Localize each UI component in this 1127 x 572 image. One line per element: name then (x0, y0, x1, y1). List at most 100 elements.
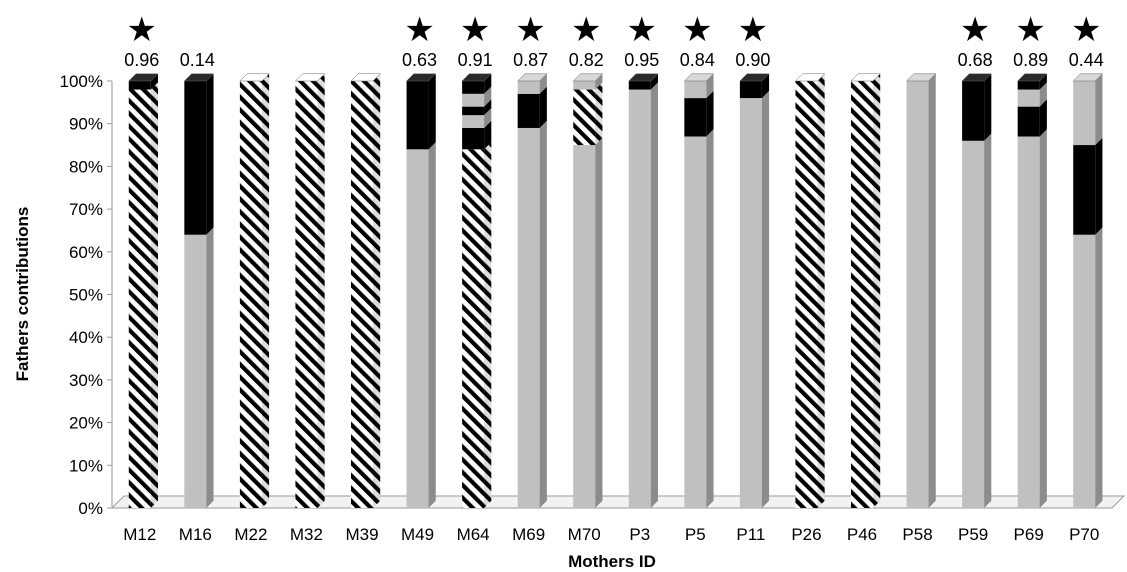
y-tick-label: 10% (69, 456, 103, 475)
bar-segment-black (462, 120, 492, 150)
bar-segment-front (462, 93, 485, 107)
y-tick-label: 30% (69, 371, 103, 390)
bar-segment-black (684, 90, 714, 137)
bar-segment-front (184, 81, 207, 235)
bar-segment-front (239, 81, 262, 508)
bar-segment-front (573, 145, 596, 509)
bar-segment-front (128, 89, 151, 508)
bar-segment-front (1073, 81, 1096, 146)
bar-segment-hatched (128, 82, 158, 508)
bar-segment-front (739, 98, 762, 508)
bar-segment-side (761, 90, 770, 508)
bar-segment-side (706, 90, 714, 137)
bar-segment-hatched (462, 142, 492, 508)
star-icon: ★ (460, 11, 490, 49)
bar-segment-side (539, 120, 547, 509)
bar-segment-front (573, 81, 596, 90)
bar-segment-grey (1017, 82, 1047, 107)
bar-segment-side (650, 73, 658, 90)
x-tick-label: P5 (685, 525, 706, 544)
x-tick-label: M69 (512, 525, 545, 544)
y-axis-title: Fathers contributions (13, 207, 32, 382)
x-tick-label: P69 (1014, 525, 1044, 544)
bar-segment-hatched (850, 73, 881, 509)
y-tick-label: 80% (69, 157, 103, 176)
bar-segment-black (461, 73, 492, 94)
bar-top-face (794, 73, 826, 82)
star-icon: ★ (1071, 11, 1101, 49)
data-label: 0.90 (735, 50, 770, 70)
data-label: 0.87 (513, 50, 548, 70)
bar-top-face (461, 73, 492, 82)
bar-segment-black (1017, 73, 1048, 90)
bar-M12 (128, 73, 159, 508)
bar-segment-grey (962, 133, 992, 508)
y-tick-label: 90% (69, 115, 103, 134)
data-label: 0.91 (458, 50, 493, 70)
bar-segment-side (984, 73, 992, 141)
bar-segment-grey (517, 73, 548, 94)
data-label: 0.63 (402, 50, 437, 70)
bar-segment-side (484, 107, 492, 128)
bar-segment-black (1073, 137, 1103, 235)
bar-top-face (683, 73, 715, 82)
bar-segment-side (1039, 99, 1047, 137)
bar-segment-front (628, 89, 651, 508)
bar-top-face (239, 73, 270, 82)
bar-segment-side (484, 73, 492, 94)
bar-top-face (961, 73, 992, 82)
bar-segment-side (484, 142, 492, 508)
data-label: 0.44 (1069, 50, 1104, 70)
bar-top-face (405, 73, 437, 82)
bar-P3 (628, 73, 659, 508)
x-tick-label: M70 (568, 525, 601, 544)
bar-segment-black (405, 73, 437, 150)
bar-segment-grey (462, 107, 492, 128)
bar-top-face (294, 73, 326, 82)
bar-segment-side (206, 227, 214, 508)
bar-M70 (572, 73, 604, 509)
bar-segment-front (406, 81, 429, 150)
bar-segment-side (595, 82, 603, 146)
bar-segment-side (484, 120, 492, 150)
bar-segment-grey (1017, 129, 1047, 508)
bar-segment-front (1073, 234, 1096, 508)
bar-segment-side (761, 73, 770, 99)
bar-segment-hatched (794, 73, 826, 509)
bar-segment-front (1017, 106, 1040, 137)
bar-segment-grey (462, 86, 492, 107)
x-tick-label: M12 (123, 525, 156, 544)
bar-top-face (572, 73, 604, 82)
star-icon: ★ (404, 11, 434, 49)
x-tick-label: M32 (290, 525, 323, 544)
bar-segment-front (962, 140, 985, 508)
bar-segment-hatched (350, 73, 381, 509)
bar-segment-front (739, 81, 762, 99)
x-tick-label: M39 (345, 525, 378, 544)
bar-segment-grey (628, 82, 658, 508)
bar-M22 (239, 73, 270, 509)
bar-top-face (350, 73, 381, 82)
bar-segment-side (150, 82, 158, 508)
bar-top-face (850, 73, 881, 82)
bar-segment-front (684, 98, 707, 137)
bar-segment-side (595, 73, 603, 90)
bar-segment-grey (683, 73, 715, 99)
bar-segment-front (851, 81, 873, 508)
bar-segment-front (462, 127, 485, 150)
bar-segment-side (1039, 129, 1047, 508)
bar-segment-front (628, 81, 651, 90)
bar-segment-front (573, 89, 596, 146)
data-label: 0.95 (624, 50, 659, 70)
x-tick-label: P59 (958, 525, 988, 544)
bar-segment-side (373, 73, 381, 509)
bar-segment-front (906, 81, 929, 508)
bar-segment-front (1017, 136, 1040, 508)
bar-segment-front (406, 149, 429, 508)
bar-segment-front (1073, 145, 1096, 235)
bar-segment-grey (573, 137, 603, 509)
bar-top-face (517, 73, 548, 82)
bar-segment-side (1095, 73, 1103, 146)
bar-M49 (405, 73, 437, 508)
